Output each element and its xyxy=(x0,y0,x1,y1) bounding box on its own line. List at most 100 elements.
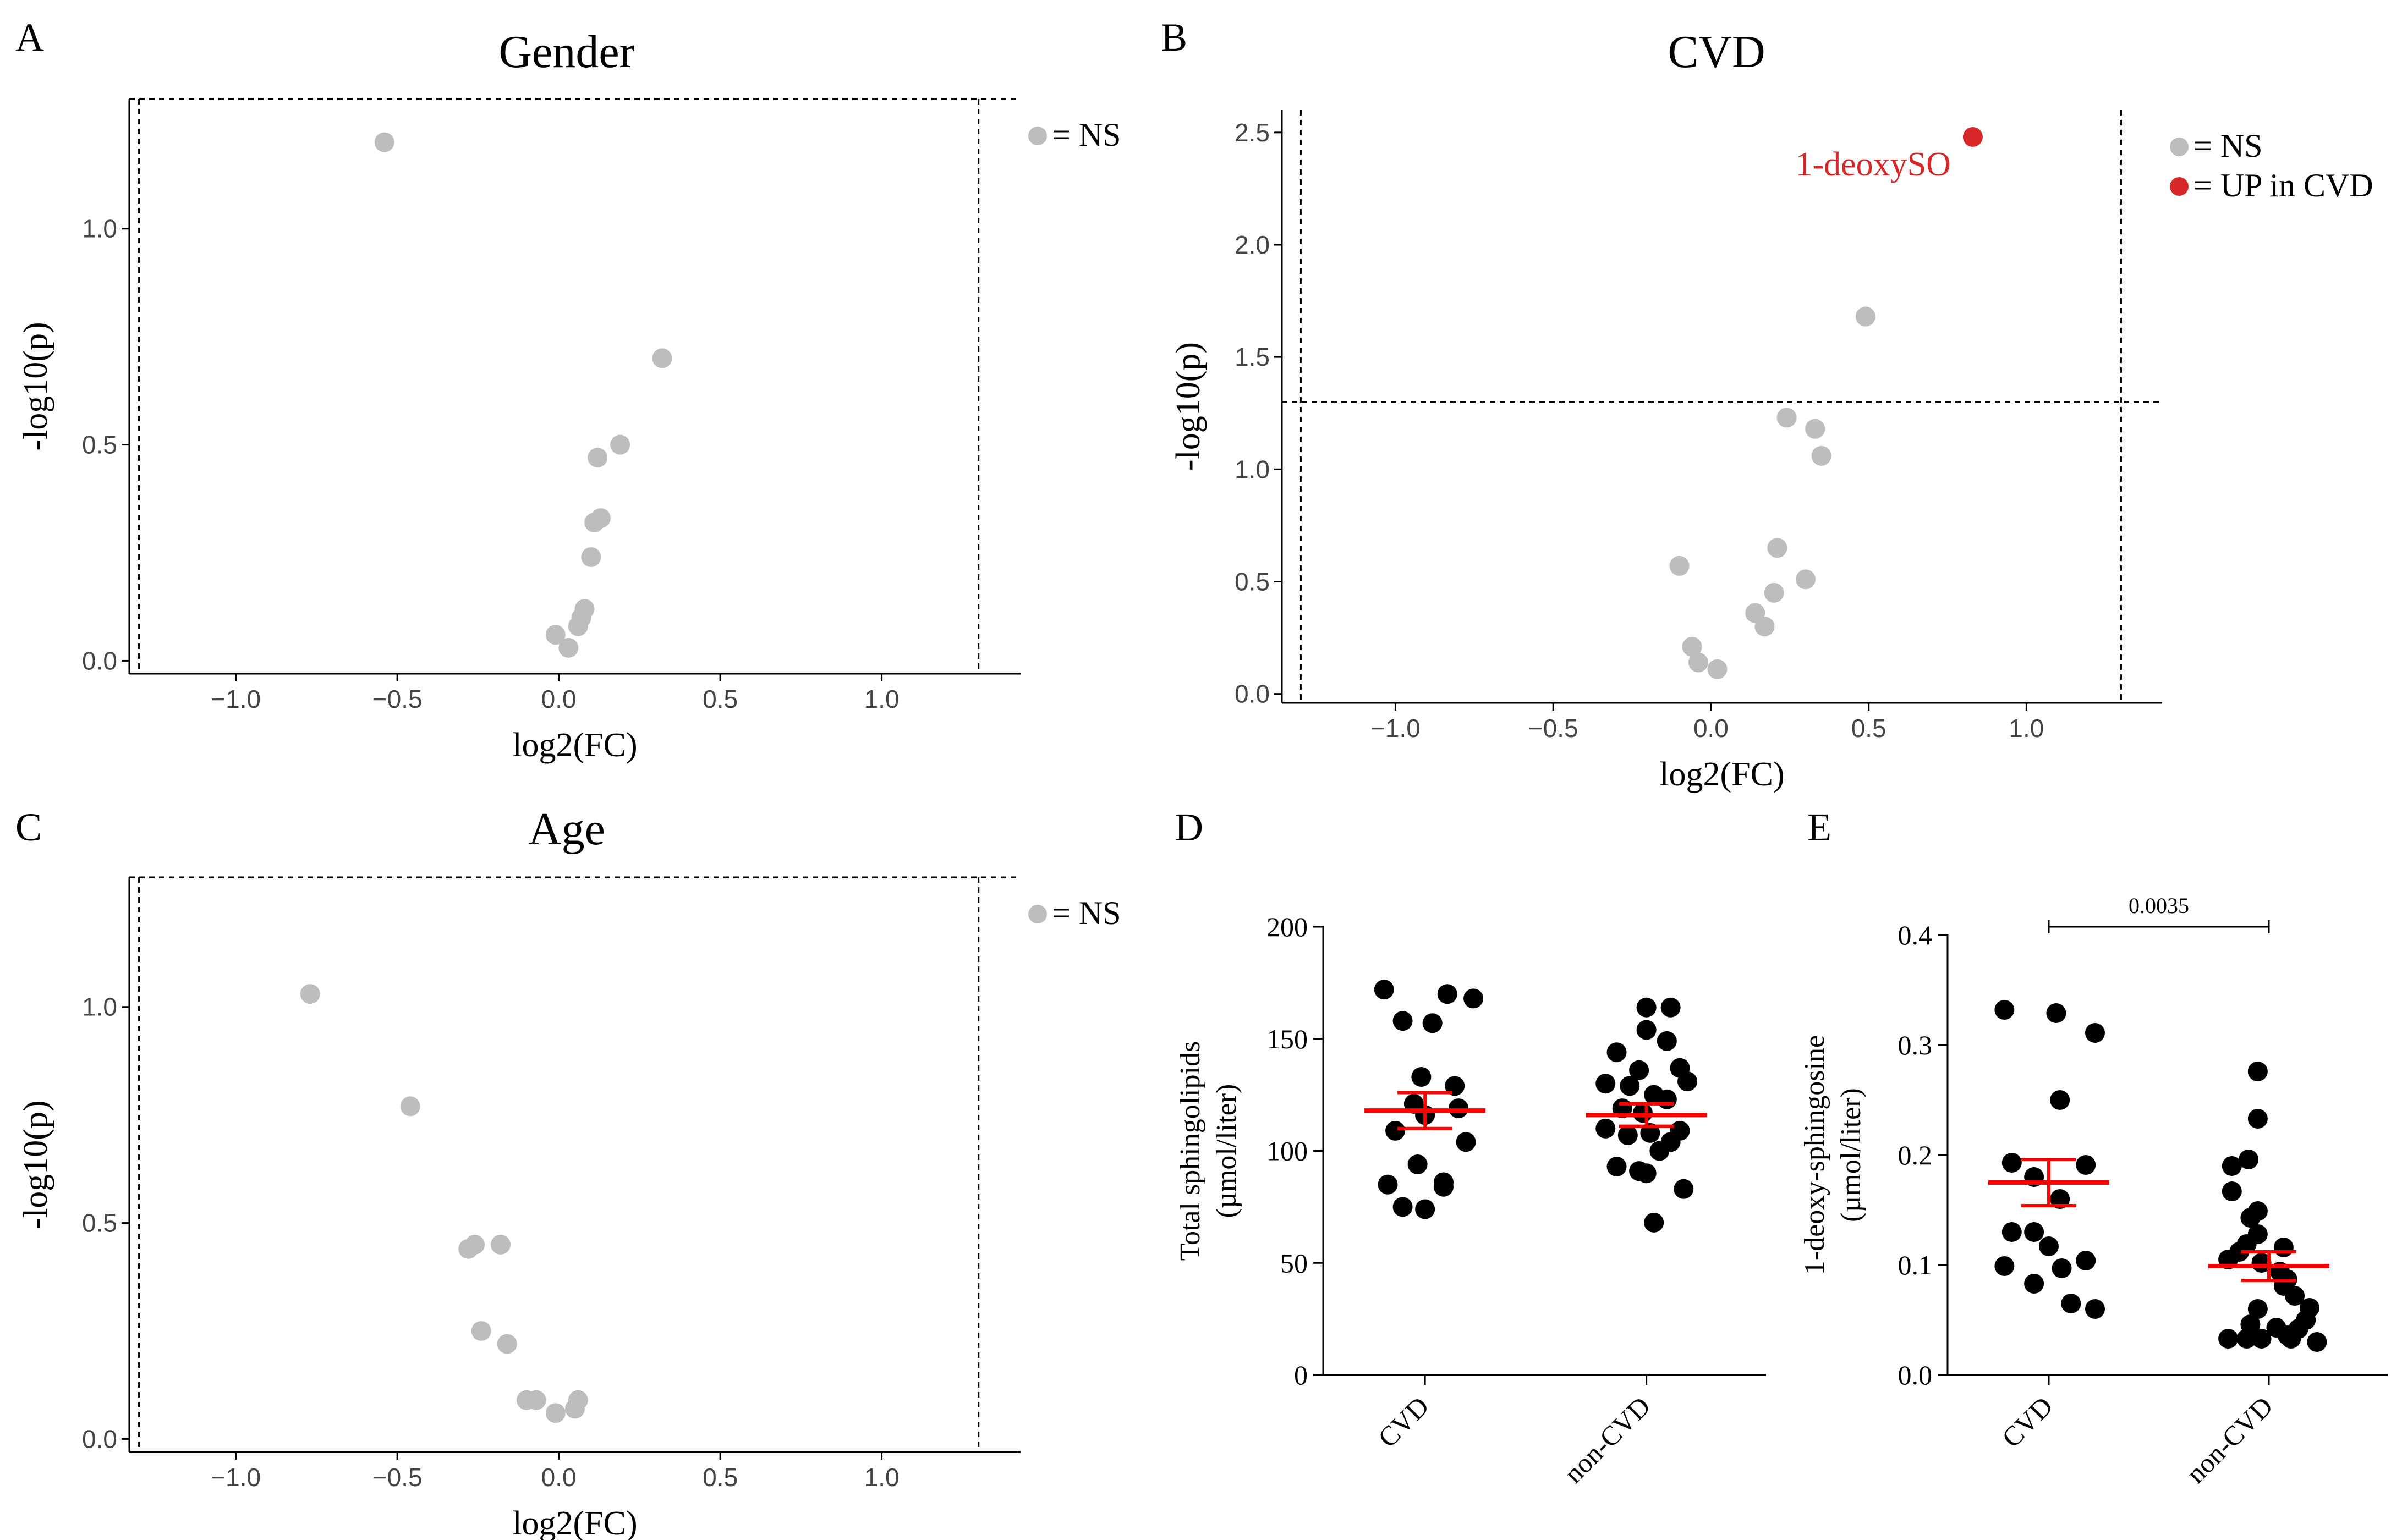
data-point xyxy=(1669,556,1690,576)
data-point xyxy=(1407,1154,1428,1174)
y-tick-label: 0.1 xyxy=(1898,1250,1933,1280)
data-point xyxy=(1606,1157,1627,1177)
y-tick-label: 0.5 xyxy=(82,1209,117,1238)
x-tick-label: 1.0 xyxy=(2009,714,2044,743)
y-tick-label: 0.2 xyxy=(1898,1140,1933,1170)
panel-letter: C xyxy=(15,805,42,849)
x-tick-label: CVD xyxy=(1372,1390,1435,1453)
x-axis-label: log2(FC) xyxy=(512,727,637,764)
y-tick-label: 0.0 xyxy=(1898,1360,1933,1390)
x-tick-label: −1.0 xyxy=(211,1463,261,1492)
x-tick-label: −0.5 xyxy=(1528,714,1578,743)
data-point xyxy=(1433,1176,1454,1197)
data-point xyxy=(558,637,579,658)
data-point xyxy=(1629,1060,1649,1080)
data-point xyxy=(1688,652,1708,673)
data-point xyxy=(2039,1236,2059,1256)
data-point xyxy=(1764,582,1784,603)
y-tick-label: 150 xyxy=(1266,1024,1308,1054)
data-point xyxy=(2222,1156,2242,1176)
data-point xyxy=(2001,1222,2022,1242)
data-point xyxy=(526,1390,546,1410)
data-point xyxy=(1682,636,1702,657)
data-point xyxy=(1617,1125,1638,1145)
panel-c: C Age −1.0 −0.5 0.0 0.5 1.0 0.0 0.5 1.0 log2(FC) -l… xyxy=(15,804,1121,1540)
y-axis-unit-label: (µmol/liter) xyxy=(1835,1088,1867,1222)
data-point xyxy=(2052,1258,2072,1278)
legend-marker xyxy=(1028,127,1047,145)
x-tick-label: non-CVD xyxy=(1558,1390,1656,1489)
data-point xyxy=(2247,1109,2268,1129)
data-point xyxy=(1620,1076,1640,1096)
legend-label: = NS xyxy=(1052,117,1121,153)
panel-e: E 0.0 0.1 0.2 0.3 0.4 CVD non-CVD 1-deoxy-sphing… xyxy=(1799,805,2388,1489)
legend-marker xyxy=(2170,177,2189,196)
y-axis-unit-label: (µmol/liter) xyxy=(1211,1084,1242,1218)
data-point xyxy=(1805,419,1825,439)
data-point xyxy=(2240,1208,2261,1228)
data-point xyxy=(1657,1031,1677,1051)
panel-a: A Gender −1.0 −0.5 0.0 0.5 1.0 0.0 0.5 1.0 log2(FC… xyxy=(15,15,1121,764)
data-point xyxy=(400,1096,420,1116)
data-point xyxy=(300,984,320,1004)
x-axis-label: log2(FC) xyxy=(512,1505,637,1540)
data-point xyxy=(1595,1074,1616,1094)
y-tick-label: 2.0 xyxy=(1235,230,1270,259)
legend-marker xyxy=(2170,138,2189,156)
data-point xyxy=(1632,1103,1653,1123)
data-point xyxy=(1392,1011,1413,1031)
data-point xyxy=(471,1321,491,1341)
data-point xyxy=(458,1239,479,1259)
y-tick-label: 0.3 xyxy=(1898,1030,1933,1060)
data-point xyxy=(374,132,394,152)
x-tick-label: 0.5 xyxy=(703,1463,738,1492)
y-tick-label: 50 xyxy=(1280,1247,1308,1278)
data-point xyxy=(2247,1062,2268,1081)
data-point xyxy=(1463,988,1484,1009)
data-point xyxy=(1677,1071,1698,1092)
panel-title: Gender xyxy=(498,26,634,78)
y-tick-label: 0.0 xyxy=(82,646,117,675)
data-point xyxy=(545,625,566,645)
data-point xyxy=(1644,1212,1664,1233)
data-point xyxy=(2085,1299,2105,1319)
data-point xyxy=(2251,1329,2272,1349)
x-tick-label: 0.0 xyxy=(541,1463,577,1492)
y-axis-label: -log10(p) xyxy=(17,322,54,450)
data-point xyxy=(1374,980,1394,1000)
y-tick-label: 1.0 xyxy=(82,993,117,1021)
data-point xyxy=(1649,1141,1670,1161)
y-tick-label: 0.4 xyxy=(1898,920,1933,950)
x-tick-label: −0.5 xyxy=(372,685,423,713)
legend-label: = UP in CVD xyxy=(2193,167,2373,204)
y-tick-label: 0.5 xyxy=(82,431,117,459)
x-tick-label: 1.0 xyxy=(864,1463,900,1492)
data-point xyxy=(2273,1238,2294,1257)
data-point xyxy=(2046,1003,2066,1023)
data-point xyxy=(2050,1090,2070,1110)
y-tick-label: 200 xyxy=(1266,911,1308,942)
y-tick-label: 0.0 xyxy=(1235,680,1270,708)
data-point xyxy=(588,448,608,468)
data-point xyxy=(1674,1179,1694,1199)
data-point xyxy=(1378,1174,1398,1195)
data-point xyxy=(1385,1120,1406,1141)
data-point xyxy=(1660,997,1681,1018)
data-point xyxy=(2239,1150,2259,1169)
y-tick-label: 100 xyxy=(1266,1136,1308,1167)
data-point xyxy=(545,1403,566,1423)
data-point xyxy=(1636,1020,1657,1040)
data-point xyxy=(1636,997,1657,1018)
y-tick-label: 2.5 xyxy=(1235,118,1270,147)
x-tick-label: CVD xyxy=(1996,1390,2059,1453)
data-point xyxy=(497,1334,517,1354)
y-tick-label: 1.5 xyxy=(1235,343,1270,371)
data-point xyxy=(1636,1163,1657,1184)
data-point xyxy=(2085,1023,2105,1043)
data-point xyxy=(1415,1199,1435,1219)
data-point xyxy=(610,435,630,455)
data-point xyxy=(2001,1153,2022,1173)
x-axis-label: log2(FC) xyxy=(1659,756,1784,793)
data-point xyxy=(1437,984,1457,1004)
data-point xyxy=(1445,1076,1465,1096)
